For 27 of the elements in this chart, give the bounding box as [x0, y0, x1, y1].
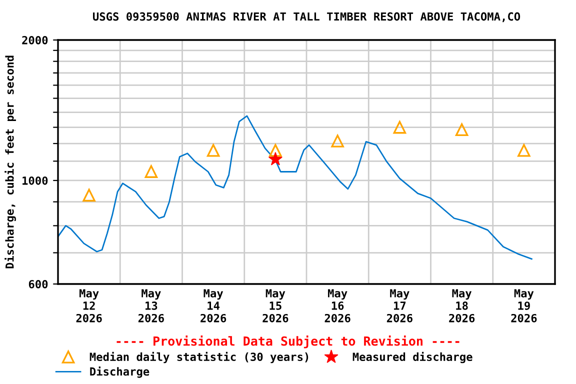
point	[269, 144, 282, 157]
point	[393, 120, 406, 134]
x-tick-label: May 14 2026	[200, 289, 226, 322]
x-tick-label: May 16 2026	[324, 289, 350, 322]
legend-label: Median daily statistic (30 years)	[90, 352, 308, 364]
x-tick-label: May 15 2026	[262, 289, 288, 322]
x-tick-label: May 18 2026	[449, 289, 475, 322]
y-axis-title: Discharge, cubic feet per second	[4, 56, 16, 268]
x-tick-label: May 19 2026	[511, 289, 537, 322]
text: ---- Provisional Data Subject to Revision ----	[116, 335, 460, 348]
line-series	[58, 115, 532, 260]
x-tick-label: May 17 2026	[386, 289, 412, 322]
point	[144, 165, 158, 178]
point	[206, 144, 220, 157]
y-tick-label: 2000	[22, 36, 48, 44]
point	[455, 123, 468, 136]
legend-label: Measured discharge	[352, 352, 472, 364]
y-tick-label: 600	[28, 280, 48, 288]
x-tick-label: May 13 2026	[138, 289, 164, 322]
y-tick-label: 1000	[22, 176, 48, 185]
point	[331, 134, 344, 148]
chart-title: USGS 09359500 ANIMAS RIVER AT TALL TIMBER RESORT ABOVE TACOMA,CO	[93, 12, 520, 22]
legend-label: Discharge	[90, 366, 150, 378]
point	[268, 152, 282, 166]
point	[82, 188, 96, 202]
x-tick-label: May 12 2026	[76, 289, 102, 322]
point	[518, 144, 530, 157]
